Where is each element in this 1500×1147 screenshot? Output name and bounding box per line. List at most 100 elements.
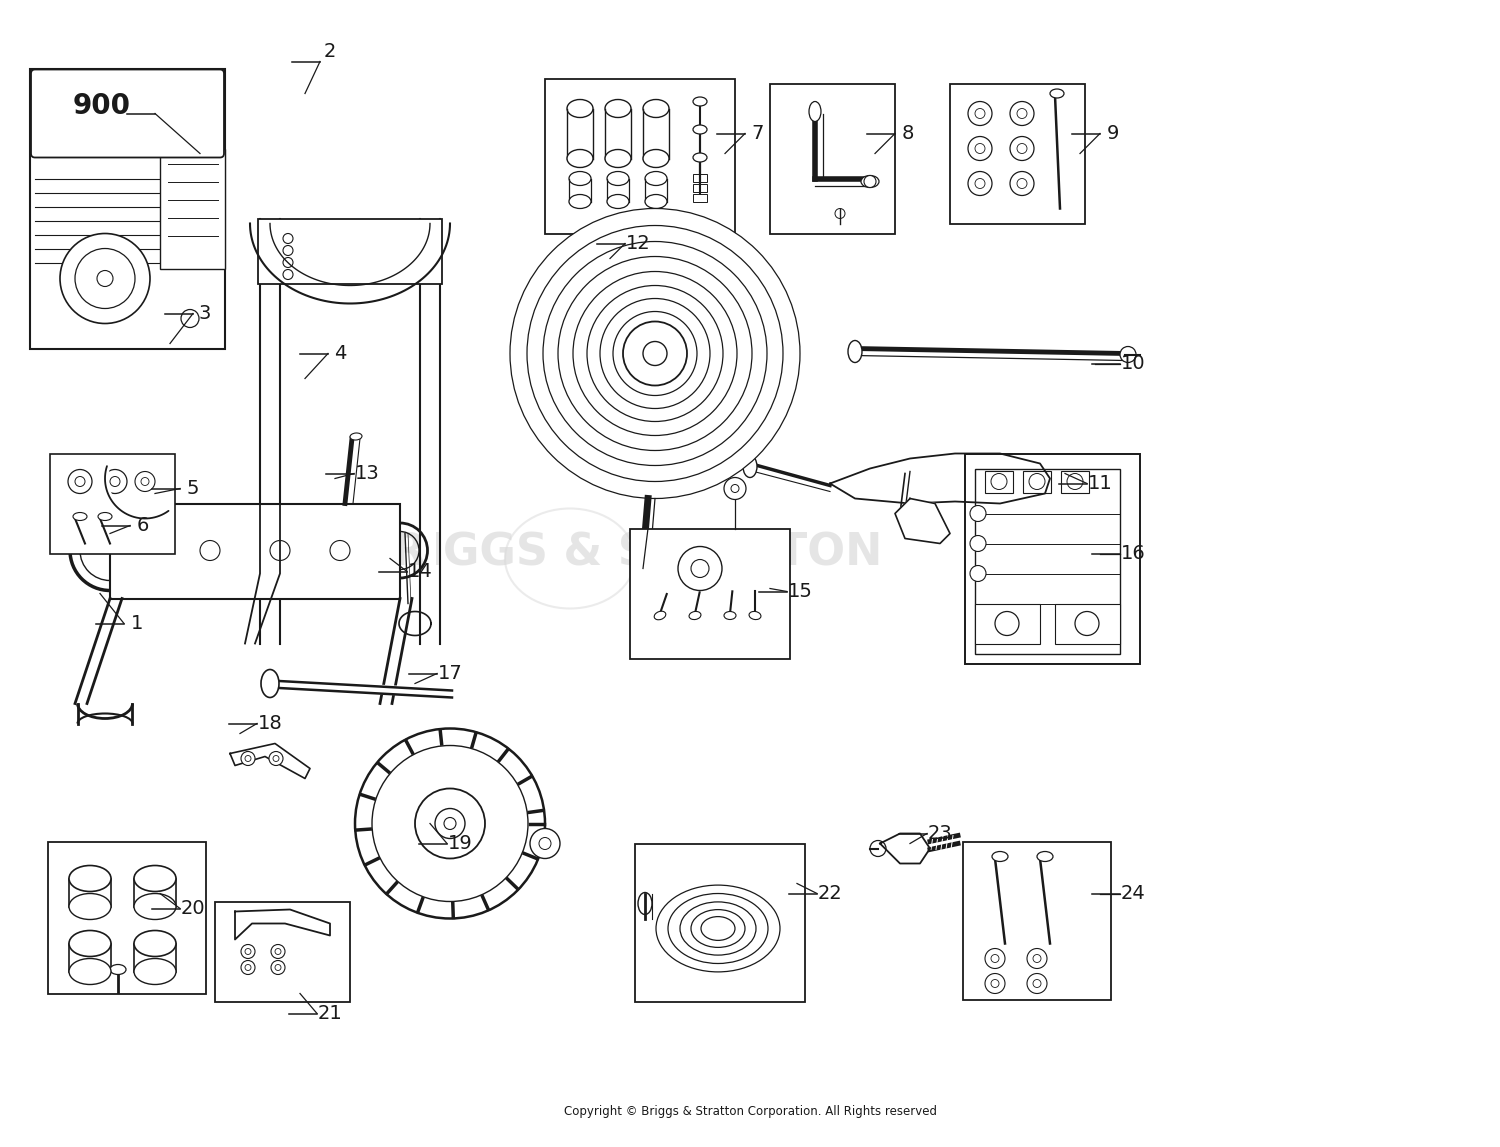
Ellipse shape xyxy=(568,172,591,186)
Ellipse shape xyxy=(644,149,669,167)
Circle shape xyxy=(530,828,560,858)
Text: 21: 21 xyxy=(318,1004,342,1023)
Circle shape xyxy=(975,143,986,154)
Circle shape xyxy=(244,949,250,954)
Text: 3: 3 xyxy=(200,304,211,323)
Circle shape xyxy=(510,209,800,499)
Circle shape xyxy=(270,540,290,561)
Circle shape xyxy=(600,298,709,408)
Text: 8: 8 xyxy=(902,124,914,143)
Circle shape xyxy=(110,476,120,486)
Ellipse shape xyxy=(567,100,592,117)
Circle shape xyxy=(141,477,148,485)
Text: BRIGGS & STRATTON: BRIGGS & STRATTON xyxy=(358,532,882,575)
Circle shape xyxy=(864,175,876,187)
Ellipse shape xyxy=(636,556,658,570)
Ellipse shape xyxy=(688,611,700,619)
Circle shape xyxy=(1017,109,1028,118)
Circle shape xyxy=(274,949,280,954)
Text: 23: 23 xyxy=(927,824,952,843)
Ellipse shape xyxy=(110,965,126,975)
Circle shape xyxy=(644,342,668,366)
Circle shape xyxy=(678,546,722,591)
Text: 12: 12 xyxy=(626,234,651,253)
Circle shape xyxy=(242,944,255,959)
Polygon shape xyxy=(880,834,930,864)
Ellipse shape xyxy=(861,175,879,187)
Circle shape xyxy=(284,245,292,256)
Bar xyxy=(110,504,400,599)
Circle shape xyxy=(268,751,284,765)
Circle shape xyxy=(244,756,250,762)
Ellipse shape xyxy=(568,195,591,209)
Circle shape xyxy=(573,272,736,436)
Circle shape xyxy=(558,257,752,451)
Circle shape xyxy=(992,980,999,988)
Bar xyxy=(30,69,225,349)
Bar xyxy=(214,902,350,1001)
Ellipse shape xyxy=(134,866,176,891)
Ellipse shape xyxy=(748,611,760,619)
Ellipse shape xyxy=(1036,851,1053,861)
Circle shape xyxy=(284,257,292,267)
Text: 6: 6 xyxy=(136,516,148,535)
Bar xyxy=(964,453,1140,663)
Polygon shape xyxy=(236,910,330,939)
Circle shape xyxy=(1017,143,1028,154)
Circle shape xyxy=(836,209,844,218)
Bar xyxy=(975,603,1040,643)
Ellipse shape xyxy=(134,959,176,984)
Text: 15: 15 xyxy=(788,582,813,601)
Circle shape xyxy=(724,477,746,499)
Text: 9: 9 xyxy=(1107,124,1119,143)
Polygon shape xyxy=(830,453,1050,504)
Bar xyxy=(258,218,442,283)
Circle shape xyxy=(242,960,255,975)
Circle shape xyxy=(1028,949,1047,968)
Bar xyxy=(90,70,140,86)
Circle shape xyxy=(182,310,200,328)
Circle shape xyxy=(75,476,86,486)
Bar xyxy=(770,84,896,234)
Circle shape xyxy=(992,954,999,962)
Ellipse shape xyxy=(645,195,668,209)
Text: 20: 20 xyxy=(180,899,206,918)
Circle shape xyxy=(975,179,986,188)
Ellipse shape xyxy=(69,930,111,957)
Ellipse shape xyxy=(808,101,820,122)
Circle shape xyxy=(273,756,279,762)
Circle shape xyxy=(538,837,550,850)
Circle shape xyxy=(444,818,456,829)
Circle shape xyxy=(975,109,986,118)
Ellipse shape xyxy=(134,894,176,920)
Circle shape xyxy=(68,469,92,493)
Text: 10: 10 xyxy=(1120,354,1146,373)
Ellipse shape xyxy=(1050,89,1064,97)
Text: 13: 13 xyxy=(354,465,380,483)
Circle shape xyxy=(1010,101,1034,125)
Circle shape xyxy=(1028,974,1047,993)
Text: 22: 22 xyxy=(818,884,843,903)
Circle shape xyxy=(692,560,709,577)
Text: 5: 5 xyxy=(186,479,200,498)
Bar xyxy=(160,148,225,268)
Circle shape xyxy=(272,944,285,959)
Bar xyxy=(963,842,1112,999)
Text: 4: 4 xyxy=(334,344,346,362)
Text: 19: 19 xyxy=(447,834,472,853)
Ellipse shape xyxy=(1086,473,1104,484)
Ellipse shape xyxy=(608,195,628,209)
Circle shape xyxy=(1034,980,1041,988)
Text: 1: 1 xyxy=(130,614,142,633)
Ellipse shape xyxy=(69,866,111,891)
Circle shape xyxy=(870,841,886,857)
Text: 7: 7 xyxy=(752,124,764,143)
Text: 17: 17 xyxy=(438,664,462,682)
Bar xyxy=(544,78,735,234)
Bar xyxy=(693,194,706,202)
Circle shape xyxy=(968,101,992,125)
Polygon shape xyxy=(896,499,950,544)
Ellipse shape xyxy=(644,100,669,117)
Ellipse shape xyxy=(69,894,111,920)
Circle shape xyxy=(200,540,220,561)
